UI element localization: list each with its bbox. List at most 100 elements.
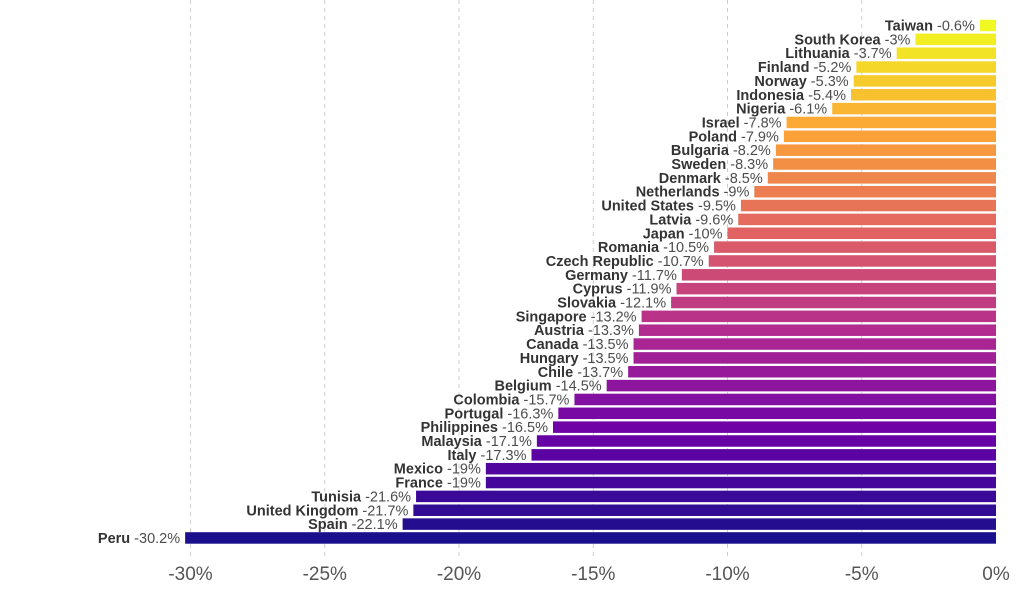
data-label: Sweden -8.3%	[671, 157, 768, 173]
data-label: Belgium -14.5%	[494, 379, 601, 395]
bar-netherlands	[754, 185, 996, 198]
value-label: -11.7%	[632, 268, 677, 284]
x-tick-label: -10%	[705, 564, 749, 585]
bar-malaysia	[536, 435, 996, 447]
category-label: Taiwan	[885, 19, 937, 35]
value-label: -11.9%	[627, 282, 672, 298]
value-label: -7.8%	[744, 115, 782, 131]
category-label: Italy	[447, 448, 480, 464]
data-label: Israel -7.8%	[702, 115, 782, 131]
bar-norway	[853, 75, 996, 87]
category-label: Mexico	[394, 462, 447, 478]
data-label: United States -9.5%	[601, 199, 736, 215]
category-label: Malaysia	[421, 434, 486, 450]
category-label: Colombia	[453, 392, 523, 408]
value-label: -9.5%	[698, 199, 736, 215]
value-label: -17.1%	[486, 434, 532, 450]
category-label: Lithuania	[785, 46, 853, 62]
bar-italy	[531, 449, 996, 461]
value-label: -13.2%	[591, 309, 637, 325]
data-label: Czech Republic -10.7%	[546, 254, 704, 270]
value-label: -3.7%	[854, 46, 892, 62]
bar-colombia	[574, 393, 996, 406]
value-label: -19%	[447, 462, 481, 478]
bar-taiwan	[979, 19, 996, 32]
category-label: Belgium	[494, 379, 555, 395]
category-label: Chile	[538, 365, 577, 381]
data-label: Finland -5.2%	[758, 60, 852, 76]
category-label: Czech Republic	[546, 254, 658, 270]
data-label: Nigeria -6.1%	[736, 102, 827, 118]
data-label: Philippines -16.5%	[421, 420, 548, 436]
bar-united-kingdom	[413, 504, 997, 516]
value-label: -0.6%	[937, 19, 975, 35]
category-label: Romania	[598, 240, 663, 256]
value-label: -22.1%	[352, 517, 398, 533]
category-label: Canada	[526, 337, 582, 353]
bar-cyprus	[676, 282, 996, 295]
bar-romania	[714, 241, 996, 253]
bar-singapore	[641, 310, 996, 323]
data-label: Latvia -9.6%	[649, 212, 733, 228]
data-label: Norway -5.3%	[754, 74, 848, 90]
category-label: United Kingdom	[246, 503, 362, 519]
x-axis: -30% -25% -20% -15% -10% -5% 0%	[168, 564, 1010, 585]
value-label: -16.5%	[502, 420, 548, 436]
value-label: -12.1%	[620, 296, 666, 312]
category-label: Finland	[758, 60, 814, 76]
label-layer: Taiwan -0.6%South Korea -3%Lithuania -3.…	[98, 19, 975, 547]
bar-mexico	[485, 462, 996, 475]
value-label: -13.5%	[583, 337, 629, 353]
bar-philippines	[552, 421, 996, 433]
category-label: Norway	[754, 74, 810, 90]
data-label: Taiwan -0.6%	[885, 19, 975, 35]
data-label: Bulgaria -8.2%	[671, 143, 771, 159]
bar-denmark	[767, 172, 996, 184]
value-label: -10%	[689, 226, 723, 242]
data-label: Hungary -13.5%	[520, 351, 629, 367]
bar-canada	[633, 338, 996, 350]
value-label: -8.3%	[730, 157, 768, 173]
value-label: -21.6%	[365, 489, 411, 505]
x-tick-label: 0%	[982, 564, 1010, 585]
bar-israel	[786, 116, 996, 129]
bar-south-korea	[915, 33, 996, 46]
category-label: Portugal	[445, 406, 508, 422]
data-label: South Korea -3%	[794, 32, 910, 48]
data-label: United Kingdom -21.7%	[246, 503, 408, 519]
category-label: Netherlands	[636, 185, 724, 201]
value-label: -21.7%	[362, 503, 408, 519]
value-label: -15.7%	[524, 392, 570, 408]
bar-japan	[727, 227, 996, 239]
data-label: Japan -10%	[643, 226, 723, 242]
value-label: -6.1%	[789, 102, 827, 118]
value-label: -13.7%	[577, 365, 623, 381]
x-tick-label: -15%	[571, 564, 615, 585]
bar-belgium	[606, 379, 996, 392]
category-label: Sweden	[671, 157, 730, 173]
bar-lithuania	[896, 47, 996, 59]
x-tick-label: -5%	[845, 564, 879, 585]
bar-finland	[856, 61, 996, 73]
category-label: France	[395, 476, 447, 492]
value-label: -13.3%	[588, 323, 634, 339]
data-label: Germany -11.7%	[565, 268, 677, 284]
data-label: Colombia -15.7%	[453, 392, 569, 408]
value-label: -8.2%	[733, 143, 771, 159]
data-label: Portugal -16.3%	[445, 406, 554, 422]
x-tick-label: -20%	[437, 564, 481, 585]
value-label: -5.2%	[813, 60, 851, 76]
value-label: -13.5%	[583, 351, 629, 367]
bar-layer	[185, 19, 997, 544]
bar-nigeria	[832, 102, 996, 115]
category-label: Latvia	[649, 212, 695, 228]
category-label: Germany	[565, 268, 632, 284]
data-label: Netherlands -9%	[636, 185, 750, 201]
category-label: Indonesia	[736, 88, 808, 104]
bar-czech-republic	[708, 255, 996, 267]
category-label: Slovakia	[557, 296, 620, 312]
value-label: -30.2%	[134, 531, 180, 547]
data-label: Mexico -19%	[394, 462, 481, 478]
